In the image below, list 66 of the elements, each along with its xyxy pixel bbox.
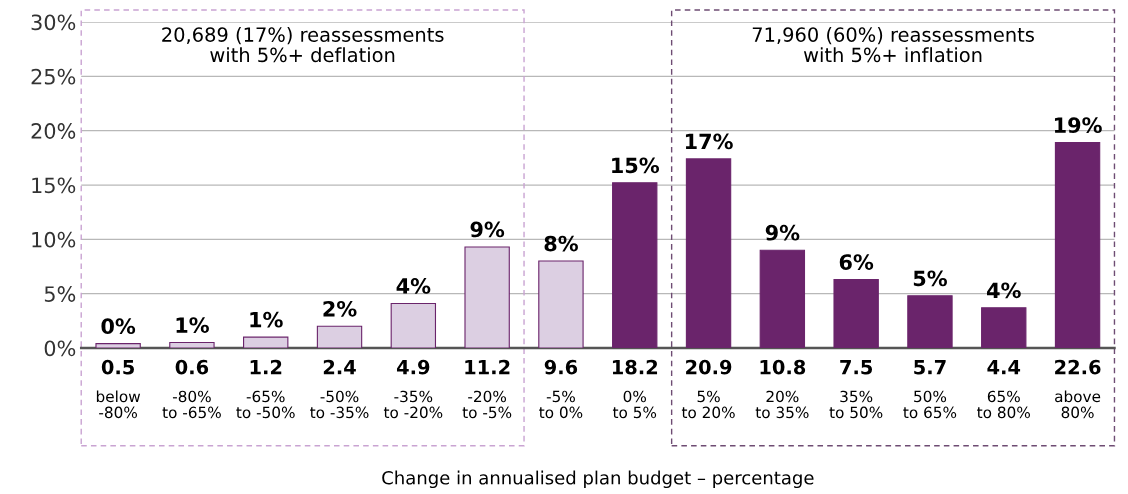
x-tick-label: 5% to 20% xyxy=(681,390,735,419)
bar xyxy=(1054,142,1101,348)
y-tick-label: 30% xyxy=(31,14,76,31)
bar xyxy=(981,307,1027,348)
data-label: 4% xyxy=(987,282,1021,299)
x-tick-label: -35% to -20% xyxy=(383,390,443,419)
data-label: 15% xyxy=(612,157,660,174)
y-tick-label: 10% xyxy=(32,231,76,248)
text: 10.8 xyxy=(760,359,806,375)
x-axis-title: Change in annualised plan budget – percentage xyxy=(382,470,814,489)
data-label: 17% xyxy=(685,133,733,150)
text: 2.4 xyxy=(323,359,356,375)
annotation: 71,960 (60%) reassessments with 5%+ inflation xyxy=(752,26,1034,63)
y-tick-label: 25% xyxy=(31,68,76,85)
y-tick-label: 0% xyxy=(44,340,76,357)
data-label: 4% xyxy=(396,278,431,294)
x-tick-label: 65% to 80% xyxy=(977,390,1030,419)
text: 5.7 xyxy=(914,360,946,375)
y-tick-label: 15% xyxy=(32,177,76,194)
x-tick-label: above 80% xyxy=(1055,390,1101,419)
y-tick-label: 20% xyxy=(31,123,76,139)
x-tick-label: -80% to -65% xyxy=(162,390,221,419)
x-tick-label: below -80% xyxy=(96,390,141,419)
data-label: 9% xyxy=(765,224,800,241)
x-tick-label: -50% to -35% xyxy=(310,390,369,419)
data-label: 0% xyxy=(101,318,136,335)
x-tick-label: 0% to 5% xyxy=(612,390,657,419)
annotation: 20,689 (17%) reassessments with 5%+ deflation xyxy=(162,26,444,63)
x-tick-label: 20% to 35% xyxy=(755,390,809,419)
data-label: 19% xyxy=(1054,117,1102,134)
x-tick-label: -20% to -5% xyxy=(462,390,512,419)
text: 4.4 xyxy=(987,360,1021,375)
text: 7.5 xyxy=(840,360,873,375)
bar xyxy=(907,295,953,348)
text: 0.5 xyxy=(101,359,134,375)
text: 4.9 xyxy=(396,359,430,375)
text: 18.2 xyxy=(612,359,658,375)
data-label: 5% xyxy=(913,270,947,287)
data-label: 9% xyxy=(470,221,505,238)
x-tick-label: 35% to 50% xyxy=(829,390,883,419)
bar xyxy=(95,343,141,348)
bar xyxy=(685,158,732,348)
data-label: 1% xyxy=(176,317,209,333)
bar xyxy=(243,336,289,348)
text: 11.2 xyxy=(465,359,510,375)
bar xyxy=(759,249,806,348)
bar xyxy=(538,260,584,348)
text: 0.6 xyxy=(175,359,209,375)
bar xyxy=(316,325,363,348)
text: 20.9 xyxy=(686,359,732,375)
text: 22.6 xyxy=(1055,359,1101,375)
bar xyxy=(612,182,658,348)
text: 1.2 xyxy=(250,359,282,375)
x-tick-label: -65% to -50% xyxy=(236,390,295,419)
y-tick-label: 5% xyxy=(44,286,76,302)
data-label: 8% xyxy=(544,235,578,252)
x-tick-label: -5% to 0% xyxy=(539,390,583,419)
data-label: 1% xyxy=(250,311,283,328)
x-tick-label: 50% to 65% xyxy=(903,390,957,419)
data-label: 2% xyxy=(323,300,357,317)
bar xyxy=(390,302,437,348)
bar xyxy=(464,246,510,348)
data-label: 6% xyxy=(839,254,874,270)
bar xyxy=(833,278,879,348)
bar xyxy=(169,342,215,348)
text: 9.6 xyxy=(544,359,578,375)
